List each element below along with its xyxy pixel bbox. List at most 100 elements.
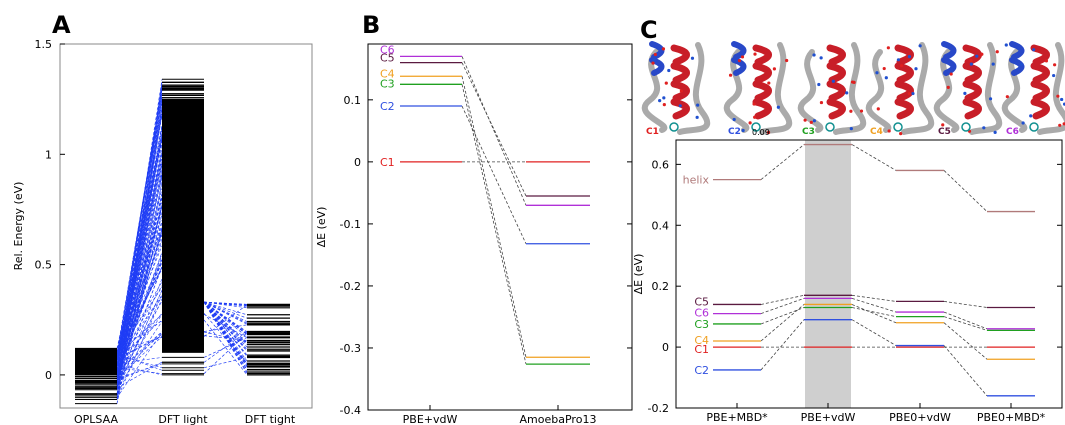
atom (696, 103, 700, 107)
connector-line (116, 128, 163, 383)
y-tick-label: -0.2 (340, 280, 361, 293)
connector-line (760, 304, 805, 342)
connector-line (203, 301, 248, 322)
connector-line (760, 294, 805, 305)
atom (875, 71, 879, 75)
atom (767, 81, 771, 85)
atom (969, 62, 973, 66)
atom (1004, 43, 1008, 47)
connector-line (116, 88, 163, 382)
atom (772, 67, 776, 71)
connector-line (116, 222, 163, 375)
plot-frame (59, 43, 313, 409)
connector-line (851, 319, 897, 346)
connector-line (203, 333, 248, 374)
connector-line (203, 301, 248, 357)
structure-annotation: 0.09 (752, 128, 770, 137)
atom (812, 53, 816, 57)
helix-segment (826, 80, 846, 102)
atom (914, 67, 918, 71)
connector-line (116, 213, 163, 400)
x-tick-label: PBE0+MBD* (977, 411, 1046, 424)
atom (653, 52, 657, 57)
x-tick-label: PBE+MBD* (706, 411, 768, 424)
ion-marker (825, 122, 835, 132)
connector-line (943, 170, 988, 212)
helix-segment-blue (649, 41, 665, 60)
x-tick-label: PBE+vdW (403, 413, 458, 425)
level-label: C3 (694, 318, 709, 331)
atom (809, 120, 813, 124)
connector-line (116, 206, 163, 395)
atom (1058, 123, 1062, 127)
level-label: C4 (380, 67, 395, 80)
y-tick-label: -0.3 (340, 342, 361, 355)
helix-segment (670, 44, 690, 66)
helix-segment (962, 80, 982, 102)
y-tick-label: 0.4 (652, 219, 670, 232)
connector-line (203, 301, 248, 333)
structure-c1: C1 (641, 41, 711, 137)
connector-line (116, 115, 163, 366)
helix-segment (1030, 44, 1050, 66)
level-label: C6 (380, 43, 395, 56)
atom (963, 91, 967, 95)
connector-line (116, 115, 163, 377)
y-tick-label: -0.4 (340, 404, 361, 417)
atom (845, 91, 849, 95)
structures-strip: C1 C2 0.09 C3 C4 C5 C6 (641, 41, 1065, 137)
level-label: C4 (694, 334, 709, 347)
atom (911, 91, 915, 96)
y-tick-label: 1 (45, 148, 52, 161)
structure-label: C1 (646, 127, 659, 137)
structure-label: C6 (1006, 127, 1019, 137)
connector-line (116, 79, 163, 368)
connector-line (943, 311, 988, 330)
connector-line (116, 109, 163, 368)
panel-letter-a: A (52, 11, 71, 39)
connector-line (116, 362, 163, 381)
atom (695, 115, 699, 119)
connector-line (116, 206, 163, 359)
helix-segment-blue (1009, 57, 1025, 76)
atom (946, 85, 950, 89)
connector-line (116, 290, 163, 389)
connector-line (116, 82, 163, 371)
x-tick-label: OPLSAA (74, 413, 118, 425)
x-tick-label: DFT tight (245, 413, 296, 425)
y-tick-label: -0.1 (340, 218, 361, 231)
structure-c5: C5 (933, 41, 1003, 137)
atom (969, 59, 973, 63)
atom (662, 96, 666, 100)
helix-segment (894, 80, 914, 102)
atom (1029, 114, 1033, 118)
level-label: C5 (380, 52, 395, 65)
atom (679, 89, 683, 93)
connector-line (116, 364, 163, 376)
connector-line (116, 331, 163, 398)
connector-line (116, 129, 163, 368)
helix-segment-blue (731, 57, 747, 76)
connector-line (116, 290, 163, 388)
connector-line (116, 262, 163, 368)
atom (662, 103, 666, 107)
connector-line (203, 331, 248, 363)
helix-segment (826, 98, 846, 120)
atom (664, 81, 668, 85)
connector-line (203, 324, 248, 332)
helix-segment (894, 62, 914, 84)
atom (803, 118, 807, 122)
structure-c4: C4 (865, 42, 935, 137)
structure-c3: C3 (797, 42, 867, 137)
atom (1052, 73, 1056, 78)
connector-line (116, 298, 163, 397)
x-tick-label: DFT light (158, 413, 208, 425)
connector-line (116, 265, 163, 388)
coil-region (641, 42, 711, 135)
ion-marker (893, 122, 903, 132)
connector-line (116, 252, 163, 375)
atom (896, 58, 901, 62)
connector-line (461, 56, 527, 206)
atom (1021, 121, 1025, 125)
connector-line (203, 313, 248, 364)
